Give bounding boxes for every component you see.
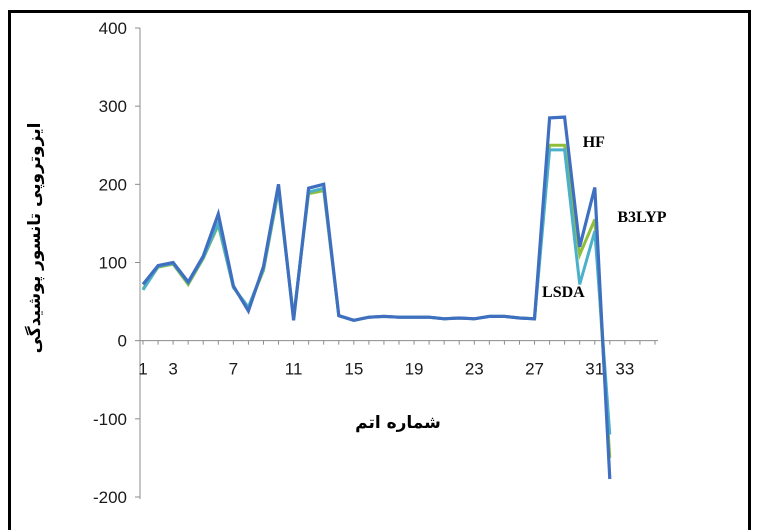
x-tick-label: 1	[138, 360, 147, 379]
series-line-lsda	[141, 148, 612, 435]
chart-frame	[8, 10, 751, 530]
y-tick-labels: -200 -100 0 100 200 300 400	[93, 19, 140, 507]
x-tick-label: 23	[465, 360, 484, 379]
x-axis-title: شماره اتم	[355, 413, 441, 433]
x-tick-label: 15	[344, 360, 363, 379]
y-tick-label: -200	[93, 488, 127, 507]
x-tick-label: 33	[615, 360, 634, 379]
x-tick-label: 3	[168, 360, 177, 379]
series-line-b3lyp	[141, 115, 612, 480]
y-tick-label: -100	[93, 410, 127, 429]
y-tick-label: 300	[99, 97, 127, 116]
x-tick-label: 31	[585, 360, 604, 379]
y-tick-label: 200	[99, 175, 127, 194]
x-tick-labels: 1 3 7 11 15 19 23 27 31 33	[138, 360, 634, 379]
x-tick-label: 11	[285, 360, 303, 379]
y-tick-label: 0	[118, 332, 127, 351]
series-label-lsda: LSDA	[542, 284, 585, 301]
x-tick-label: 7	[229, 360, 238, 379]
series-lines	[141, 115, 612, 480]
y-tick-label: 100	[99, 254, 127, 273]
series-annotations: HF B3LYP LSDA	[542, 134, 667, 301]
x-tick-label: 19	[405, 360, 424, 379]
series-label-hf: HF	[583, 134, 605, 151]
series-label-b3lyp: B3LYP	[617, 209, 666, 226]
y-tick-label: 400	[99, 19, 127, 38]
y-axis-title: ایزوتروپی تانسور پوشیدگی	[24, 123, 45, 354]
x-tick-label: 27	[525, 360, 544, 379]
series-line-hf	[141, 143, 612, 458]
